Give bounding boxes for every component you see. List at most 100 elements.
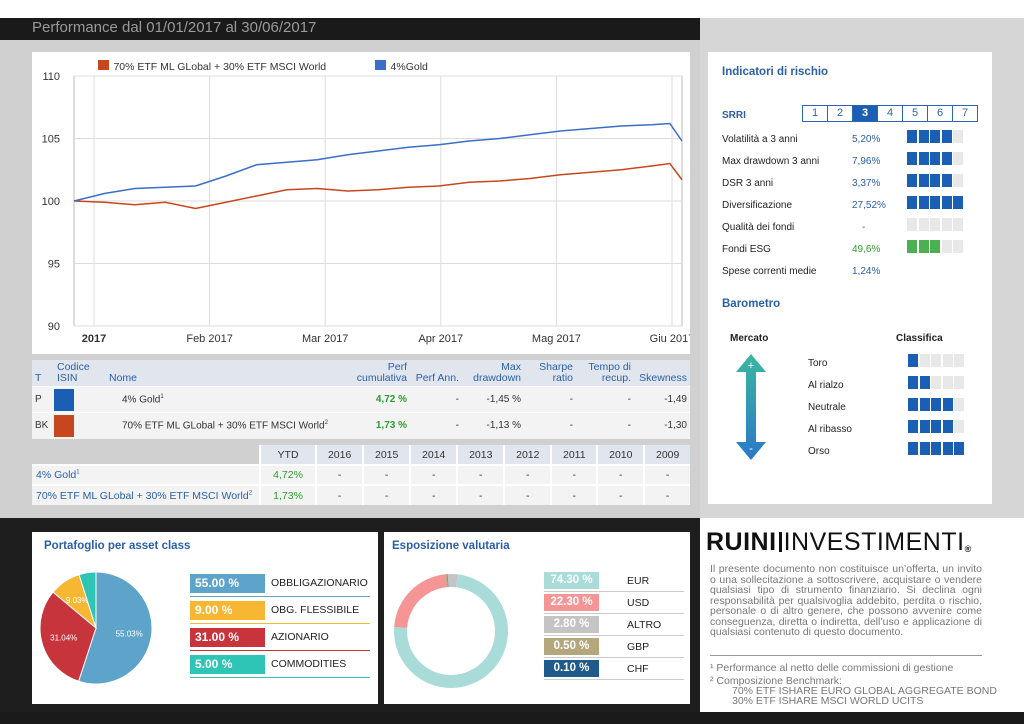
cell-year: - <box>409 464 458 485</box>
col-header-year: 2014 <box>409 445 458 465</box>
level-cell <box>942 398 953 411</box>
col-header-perf-cum: Perf cumulativa <box>348 360 410 387</box>
col-header-year: 2016 <box>315 445 364 465</box>
row-color-swatch <box>54 412 106 439</box>
indicator-row: Fondi ESG 49,6% <box>722 238 987 260</box>
level-cell <box>918 196 929 209</box>
table-row: BK 70% ETF ML GLobal + 30% ETF MSCI Worl… <box>32 412 690 439</box>
logo-right: INVESTIMENTI <box>783 528 965 556</box>
row-recup: - <box>576 386 634 413</box>
y-tick-label: 90 <box>48 321 60 333</box>
barometer-row: Neutrale <box>808 396 978 418</box>
level-cell <box>918 152 929 165</box>
level-bar <box>907 240 965 258</box>
currency-row: 74.30 % EUR <box>544 570 684 592</box>
currency-label: ALTRO <box>627 618 662 631</box>
asset-class-title: Portafoglio per asset class <box>44 540 191 552</box>
level-cell <box>941 196 952 209</box>
srri-level-6: 6 <box>927 105 953 122</box>
swatch-benchmark <box>54 414 74 437</box>
level-cell <box>942 420 953 433</box>
divider <box>710 655 982 656</box>
level-cell <box>954 442 964 455</box>
level-cell <box>941 130 952 143</box>
logo-left: RUINI <box>706 528 777 556</box>
bottom-edge <box>0 712 1024 724</box>
currency-row: 22.30 % USD <box>544 592 684 614</box>
asset-class-percent: 9.00 % <box>190 600 265 620</box>
row-color-swatch <box>54 386 106 413</box>
barometer-label: Neutrale <box>808 401 846 413</box>
y-tick-label: 100 <box>42 196 60 208</box>
level-bar <box>907 218 965 236</box>
table-row: 70% ETF ML GLobal + 30% ETF MSCI World2 … <box>32 484 690 505</box>
col-header-isin: Codice ISIN <box>54 360 106 387</box>
srri-level-7: 7 <box>952 105 978 122</box>
x-tick-label: Mar 2017 <box>302 333 348 345</box>
row-max-dd: -1,13 % <box>462 412 524 439</box>
donut-slice <box>394 574 447 628</box>
arrow-plus-sign: + <box>748 360 754 372</box>
benchmark-line-2: 30% ETF ISHARE MSCI WORLD UCITS <box>732 695 924 707</box>
level-bar <box>908 354 966 372</box>
currency-exposure-panel: Esposizione valutaria 74.30 % EUR 22.30 % U… <box>384 532 690 704</box>
level-cell <box>953 174 963 187</box>
level-cell <box>931 376 941 389</box>
performance-table: T Codice ISIN Nome Perf cumulativa Perf … <box>32 360 690 439</box>
cell-ytd: 4,72% <box>258 464 317 485</box>
level-cell <box>953 130 963 143</box>
asset-class-label: OBG. FLESSIBILE <box>271 604 360 616</box>
y-tick-label: 110 <box>42 71 60 83</box>
indicator-row: Diversificazione 27,52% <box>722 194 987 216</box>
performance-chart-panel: 70% ETF ML GLobal + 30% ETF MSCI World 4… <box>32 52 690 354</box>
row-max-dd: -1,45 % <box>462 386 524 413</box>
cell-ytd: 1,73% <box>258 484 317 505</box>
level-cell <box>908 442 918 455</box>
asset-class-row: 31.00 % AZIONARIO <box>190 624 370 651</box>
risk-title: Indicatori di rischio <box>722 66 829 78</box>
asset-class-label: OBBLIGAZIONARIO <box>271 577 368 589</box>
row-name: 70% ETF ML GLobal + 30% ETF MSCI World2 <box>106 412 348 439</box>
footnote-1: ¹ Performance al netto delle commissioni… <box>710 662 954 674</box>
level-cell <box>953 240 963 253</box>
pie-slice <box>78 571 97 629</box>
company-logo: RUINI INVESTIMENTI® <box>706 528 972 557</box>
level-cell <box>907 174 917 187</box>
cell-year: - <box>409 484 458 505</box>
fx-title: Esposizione valutaria <box>392 540 510 552</box>
col-header-recup: Tempo di recup. <box>576 360 634 387</box>
benchmark-line-1: 70% ETF ISHARE EURO GLOBAL AGGREGATE BON… <box>732 685 997 697</box>
legend-label-benchmark: 70% ETF ML GLobal + 30% ETF MSCI World <box>113 61 327 73</box>
line-chart: 90 95 100 105 110 2017 Feb 2017 Mar 2017 Apr 201… <box>42 71 690 345</box>
level-cell <box>918 240 929 253</box>
level-cell <box>930 174 940 187</box>
row-sharpe: - <box>524 412 576 439</box>
swatch-gold <box>54 388 74 411</box>
level-cell <box>907 152 917 165</box>
level-cell <box>942 442 953 455</box>
srri-label: SRRI <box>722 110 746 121</box>
level-cell <box>908 420 918 433</box>
logo-divider <box>778 532 782 552</box>
indicator-label: Max drawdown 3 anni <box>722 155 820 167</box>
footnote-2: ² Composizione Benchmark: <box>710 675 842 687</box>
level-cell <box>907 218 917 231</box>
level-cell <box>907 130 917 143</box>
row-name: 70% ETF ML GLobal + 30% ETF MSCI World2 <box>32 484 260 505</box>
cell-year: - <box>596 464 645 485</box>
level-cell <box>919 442 930 455</box>
indicator-value: 7,96% <box>852 155 881 167</box>
indicator-label: Fondi ESG <box>722 243 771 255</box>
asset-class-row: 55.00 % OBBLIGAZIONARIO <box>190 570 370 597</box>
cell-year: - <box>362 484 411 505</box>
row-type: BK <box>32 412 54 439</box>
asset-class-row: 5.00 % COMMODITIES <box>190 651 370 678</box>
row-recup: - <box>576 412 634 439</box>
level-cell <box>954 354 964 367</box>
mercato-label: Mercato <box>730 333 769 344</box>
row-name-text: 70% ETF ML GLobal + 30% ETF MSCI World <box>36 489 249 502</box>
level-cell <box>941 240 952 253</box>
pie-slice-label: 9.03% <box>66 596 89 605</box>
col-header-sharpe: Sharpe ratio <box>524 360 576 387</box>
asset-class-panel: Portafoglio per asset class 55.03% 31.04%… <box>32 532 378 704</box>
